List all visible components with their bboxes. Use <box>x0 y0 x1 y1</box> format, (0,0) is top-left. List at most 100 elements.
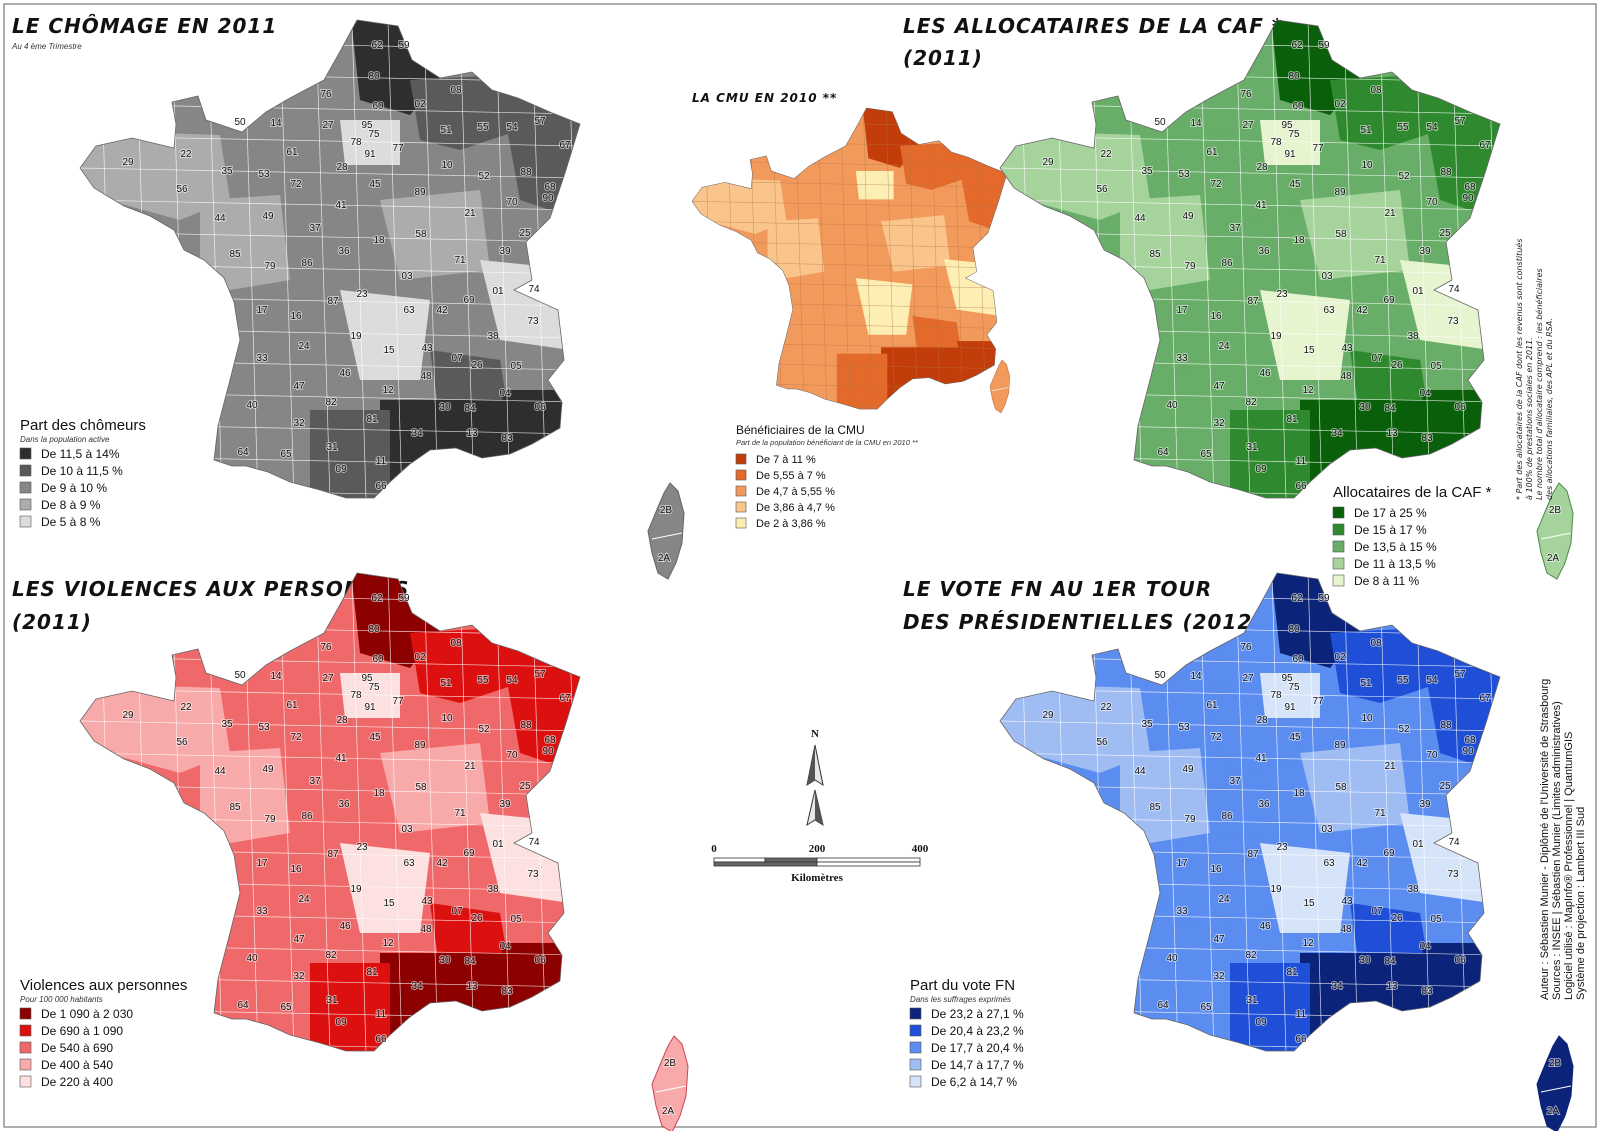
chomage-dep-label-37: 37 <box>309 223 321 234</box>
scale-unit-label: Kilomètres <box>791 872 843 884</box>
caf-dep-label-57: 57 <box>1454 116 1466 127</box>
caf-dep-label-95: 95 <box>1281 120 1293 131</box>
violences-dep-label-73: 73 <box>527 869 539 880</box>
fn-legend-title: Part du vote FN <box>910 977 1015 994</box>
chomage-dep-label-62: 62 <box>371 40 383 51</box>
violences-dep-label-21: 21 <box>464 761 476 772</box>
fn-dep-label-78: 78 <box>1270 690 1282 701</box>
violences-dep-label-62: 62 <box>371 593 383 604</box>
violences-dep-label-84: 84 <box>464 956 476 967</box>
chomage-legend-swatch-0 <box>19 447 32 460</box>
violences-dep-label-88: 88 <box>520 720 532 731</box>
fn-legend-swatch-4 <box>909 1075 922 1088</box>
fn-dep-label-74: 74 <box>1448 837 1460 848</box>
chomage-dep-label-90: 90 <box>542 193 554 204</box>
violences-region-patch-4 <box>200 748 290 843</box>
chomage-dep-label-23: 23 <box>356 289 368 300</box>
fn-legend-swatch-3 <box>909 1058 922 1071</box>
fn-legend-label-0: De 23,2 à 27,1 % <box>931 1007 1024 1021</box>
chomage-dep-label-51: 51 <box>440 125 452 136</box>
fn-dep-label-01: 01 <box>1412 839 1424 850</box>
chomage-dep-label-63: 63 <box>403 305 415 316</box>
caf-dep-label-53: 53 <box>1178 169 1190 180</box>
violences-dep-label-70: 70 <box>506 750 518 761</box>
caf-legend-swatch-1 <box>1332 523 1345 536</box>
caf-dep-label-33: 33 <box>1176 353 1188 364</box>
chomage-dep-label-24: 24 <box>298 341 310 352</box>
fn-dep-label-15: 15 <box>1303 898 1315 909</box>
violences-region-patch-14 <box>310 963 390 1051</box>
caf-dep-label-27: 27 <box>1242 120 1254 131</box>
fn-dep-label-2A: 2A <box>1547 1106 1560 1117</box>
chomage-dep-label-08: 08 <box>450 85 462 96</box>
corsica-shape-fn: 2B 2A <box>1536 1035 1574 1131</box>
caf-dep-label-35: 35 <box>1141 166 1153 177</box>
fn-dep-label-02: 02 <box>1334 652 1346 663</box>
fn-dep-label-76: 76 <box>1240 642 1252 653</box>
violences-legend-label-2: De 540 à 690 <box>41 1041 113 1055</box>
fn-region-patch-1 <box>1330 628 1440 703</box>
caf-legend-swatch-3 <box>1332 557 1345 570</box>
fn-dep-label-59: 59 <box>1318 593 1330 604</box>
caf-dep-label-73: 73 <box>1447 316 1459 327</box>
caf-dep-label-23: 23 <box>1276 289 1288 300</box>
chomage-dep-label-89: 89 <box>414 187 426 198</box>
chomage-dep-label-74: 74 <box>528 284 540 295</box>
legend-caf: Allocataires de la CAF * De 17 à 25 % De … <box>1332 484 1492 588</box>
violences-legend-label-3: De 400 à 540 <box>41 1058 113 1072</box>
caf-dep-label-61: 61 <box>1206 147 1218 158</box>
fn-dep-label-57: 57 <box>1454 669 1466 680</box>
caf-dep-label-49: 49 <box>1182 211 1194 222</box>
chomage-region-patch-10 <box>340 290 430 380</box>
violences-dep-label-72: 72 <box>290 732 302 743</box>
fn-dep-label-47: 47 <box>1213 934 1225 945</box>
chomage-dep-label-42: 42 <box>436 305 448 316</box>
legend-chomage: Part des chômeurs Dans la population act… <box>19 417 146 529</box>
caf-dep-label-32: 32 <box>1213 418 1225 429</box>
caf-dep-label-91: 91 <box>1284 149 1296 160</box>
scale-tick-200: 200 <box>809 843 826 855</box>
violences-dep-label-61: 61 <box>286 700 298 711</box>
credit-line-author: Auteur : Sébastien Munier - Diplômé de l… <box>1539 679 1551 1000</box>
scale-segment-3 <box>816 857 921 863</box>
chomage-region-patch-9 <box>230 280 350 370</box>
violences-dep-label-2A: 2A <box>662 1106 675 1117</box>
chomage-dep-label-44: 44 <box>214 213 226 224</box>
violences-dep-label-33: 33 <box>256 906 268 917</box>
scale-bar: 0 200 400 Kilomètres <box>711 843 929 884</box>
violences-dep-label-68: 68 <box>544 735 556 746</box>
fn-dep-label-65: 65 <box>1200 1002 1212 1013</box>
fn-dep-label-48: 48 <box>1340 924 1352 935</box>
cmu-region-patch-14 <box>836 353 888 410</box>
legend-cmu: Bénéficiaires de la CMU Part de la popul… <box>735 423 919 530</box>
fn-region-patch-10 <box>1260 843 1350 933</box>
violences-dep-label-44: 44 <box>214 766 226 777</box>
fn-dep-label-63: 63 <box>1323 858 1335 869</box>
fn-dep-label-51: 51 <box>1360 678 1372 689</box>
caf-legend-title: Allocataires de la CAF * <box>1333 484 1492 501</box>
caf-dep-label-22: 22 <box>1100 149 1112 160</box>
fn-dep-label-40: 40 <box>1166 953 1178 964</box>
fn-region-patch-4 <box>1120 748 1210 843</box>
caf-corsica <box>1536 482 1574 580</box>
chomage-region-patch-14 <box>310 410 390 498</box>
caf-region-patch-14 <box>1230 410 1310 498</box>
chomage-dep-label-2A: 2A <box>658 553 671 564</box>
caf-region-patch-7 <box>1300 190 1410 280</box>
caf-dep-label-75: 75 <box>1288 129 1300 140</box>
chomage-dep-label-16: 16 <box>290 311 302 322</box>
caf-dep-label-08: 08 <box>1370 85 1382 96</box>
violences-dep-label-76: 76 <box>320 642 332 653</box>
fn-dep-label-62: 62 <box>1291 593 1303 604</box>
chomage-dep-label-01: 01 <box>492 286 504 297</box>
caf-dep-label-56: 56 <box>1096 184 1108 195</box>
violences-dep-label-89: 89 <box>414 740 426 751</box>
violences-dep-label-66: 66 <box>375 1034 387 1045</box>
chomage-dep-label-78: 78 <box>350 137 362 148</box>
violences-dep-label-37: 37 <box>309 776 321 787</box>
cmu-legend-swatch-4 <box>735 517 747 529</box>
fn-dep-label-33: 33 <box>1176 906 1188 917</box>
violences-dep-label-42: 42 <box>436 858 448 869</box>
chomage-legend-title: Part des chômeurs <box>20 417 146 434</box>
caf-dep-label-59: 59 <box>1318 40 1330 51</box>
